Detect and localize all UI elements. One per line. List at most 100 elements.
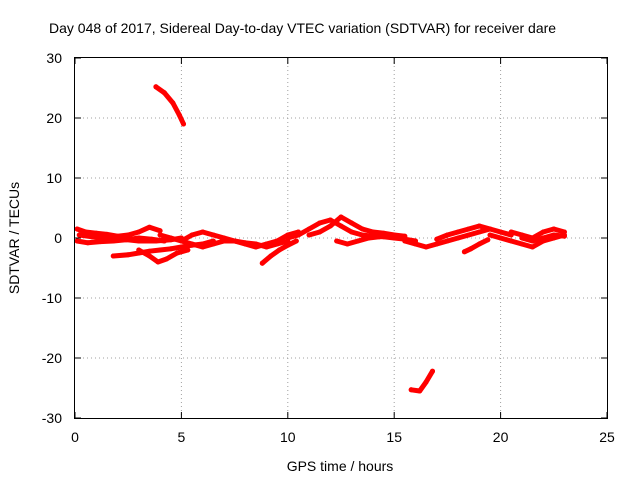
series-pass-r [153, 84, 186, 127]
data-point [264, 244, 269, 250]
data-point [164, 256, 169, 262]
y-tick-label: -10 [42, 290, 62, 306]
data-point [89, 234, 95, 240]
data-point [119, 236, 125, 242]
data-point [349, 229, 355, 235]
data-point [76, 232, 82, 238]
data-point [487, 226, 493, 232]
data-point [125, 232, 131, 238]
data-point [349, 220, 355, 226]
data-point [110, 253, 116, 259]
plot-frame [74, 57, 608, 419]
data-point [189, 241, 195, 247]
data-point [551, 232, 557, 238]
data-point [285, 235, 291, 241]
data-point [413, 241, 418, 247]
data-point [468, 246, 474, 252]
data-point [295, 232, 301, 238]
data-point [285, 242, 291, 248]
data-point [185, 247, 191, 253]
data-point [381, 230, 387, 236]
data-point [155, 259, 161, 265]
data-point [200, 244, 206, 250]
data-point [561, 233, 567, 239]
x-tick-label: 20 [493, 429, 509, 445]
data-point [276, 247, 282, 253]
data-point [444, 232, 450, 238]
y-tick-label: 30 [46, 50, 62, 66]
data-point [178, 244, 184, 250]
data-point [402, 233, 408, 239]
y-tick-label: 10 [46, 170, 62, 186]
x-tick-label: 15 [386, 429, 402, 445]
data-point [466, 226, 472, 232]
data-point [157, 247, 163, 253]
data-point [366, 235, 372, 241]
data-point [327, 217, 333, 223]
data-point [466, 232, 472, 238]
y-tick-label: -30 [42, 410, 62, 426]
data-point [98, 239, 103, 245]
data-point [391, 232, 397, 238]
data-point [136, 229, 142, 235]
data-point [430, 368, 435, 374]
data-point [487, 232, 493, 238]
data-point [136, 238, 142, 244]
data-point [153, 238, 159, 244]
data-point [170, 100, 176, 106]
data-point [519, 235, 525, 241]
data-point [551, 226, 557, 232]
data-point [85, 240, 91, 246]
y-tick-label: 20 [46, 110, 62, 126]
series-pass-j [306, 214, 408, 239]
data-point [161, 90, 167, 96]
x-tick-label: 5 [178, 429, 186, 445]
data-point [530, 244, 535, 250]
data-point [476, 241, 482, 247]
x-tick-label: 10 [280, 429, 296, 445]
data-point [423, 244, 429, 250]
data-point [444, 238, 450, 244]
y-axis-label: SDTVAR / TECUs [6, 182, 22, 294]
data-point [168, 235, 174, 241]
data-point [274, 241, 280, 247]
tick-labels: 0 5 10 15 20 25 -30 -20 -10 0 10 20 30 [42, 50, 615, 445]
data-point [157, 232, 163, 238]
data-point [376, 234, 382, 240]
y-tick-label: -20 [42, 350, 62, 366]
data-point [461, 249, 467, 255]
data-point [417, 388, 423, 394]
data-point [508, 229, 514, 235]
data-point [359, 226, 365, 232]
data-point [334, 238, 340, 244]
data-point [168, 246, 174, 252]
data-point [147, 224, 152, 230]
data-point [268, 253, 274, 259]
data-point [540, 229, 546, 235]
data-point [540, 235, 546, 241]
series-group [74, 84, 567, 394]
data-point [344, 241, 350, 247]
data-point [476, 229, 482, 235]
data-point [104, 235, 110, 241]
data-point [221, 238, 227, 244]
data-point [327, 223, 333, 229]
data-point [306, 232, 312, 238]
data-point [355, 238, 361, 244]
data-point [455, 229, 461, 235]
data-point [561, 229, 567, 235]
x-tick-label: 0 [71, 429, 79, 445]
data-point [359, 232, 365, 238]
data-point [74, 226, 80, 232]
x-tick-label: 25 [599, 429, 615, 445]
data-point [434, 236, 440, 242]
data-point [317, 220, 323, 226]
data-point [181, 121, 186, 127]
data-point [455, 235, 461, 241]
data-point [498, 235, 504, 241]
data-point [93, 230, 99, 236]
data-point [174, 250, 180, 256]
data-point [423, 379, 429, 385]
data-point [293, 238, 299, 244]
